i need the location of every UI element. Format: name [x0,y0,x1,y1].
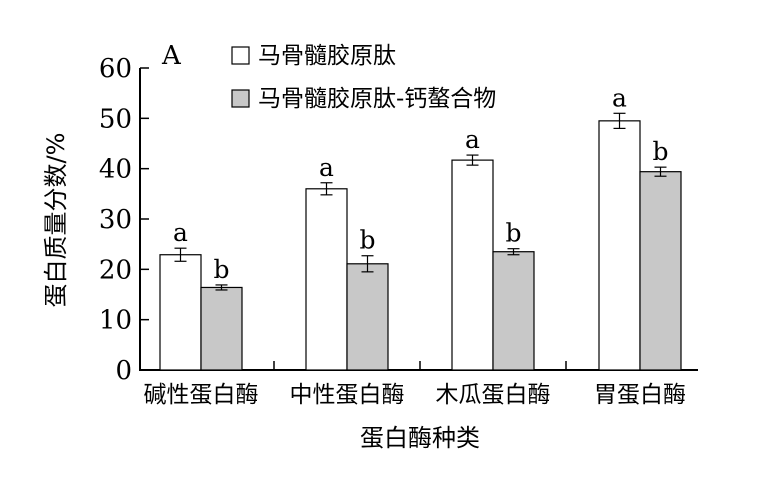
x-axis-title: 蛋白酶种类 [360,424,480,452]
significance-label: a [319,153,334,182]
x-tick-label: 碱性蛋白酶 [144,382,259,408]
bar [451,159,494,371]
legend-label-series-1: 马骨髓胶原肽 [258,43,396,69]
significance-label: b [652,137,668,166]
bar [305,188,348,371]
panel-label: A [161,41,182,71]
y-tick-label: 50 [99,104,132,134]
legend-swatch-series-1 [231,46,250,65]
y-tick-label: 60 [99,54,132,84]
significance-label: b [213,255,229,284]
y-tick-label: 0 [115,356,132,386]
bar-group [159,120,682,371]
significance-label: a [465,125,480,154]
error-bar-group [174,112,667,291]
y-axis-title: 蛋白质量分数/% [42,133,70,308]
bar [346,263,389,371]
x-tick-label: 木瓜蛋白酶 [436,382,551,408]
x-axis-ticks: 碱性蛋白酶 中性蛋白酶 木瓜蛋白酶 胃蛋白酶 [144,361,686,408]
x-tick-label: 胃蛋白酶 [594,382,686,408]
significance-label: a [173,218,188,247]
legend: 马骨髓胶原肽 马骨髓胶原肽-钙螯合物 [231,43,496,112]
bar [200,286,243,371]
bar [639,171,682,371]
y-tick-label: 20 [99,255,132,285]
x-tick-label: 中性蛋白酶 [290,382,405,408]
significance-label: b [359,226,375,255]
bar [492,251,535,371]
legend-swatch-series-2 [231,89,250,108]
y-tick-label: 10 [99,306,132,336]
legend-label-series-2: 马骨髓胶原肽-钙螯合物 [258,86,496,112]
bar [159,254,202,371]
bar [598,120,641,371]
significance-label: a [612,83,627,112]
y-tick-label: 40 [99,155,132,185]
y-tick-label: 30 [99,205,132,235]
y-axis-ticks: 0 10 20 30 40 50 60 [99,54,149,386]
significance-label: b [505,219,521,248]
